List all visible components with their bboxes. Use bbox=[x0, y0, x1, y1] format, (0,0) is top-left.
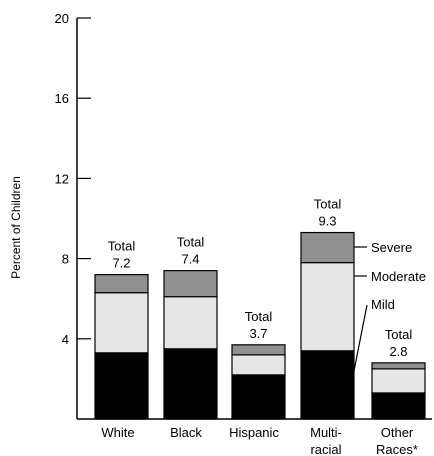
bar-segment-moderate bbox=[163, 296, 218, 350]
y-tick-label: 16 bbox=[55, 91, 69, 106]
bar-segment-moderate bbox=[371, 368, 426, 394]
y-tick-label: 4 bbox=[62, 332, 69, 347]
legend: Severe Moderate Mild bbox=[353, 240, 426, 371]
total-value: 7.2 bbox=[112, 256, 130, 271]
bar-segment-severe bbox=[371, 362, 426, 370]
bar-segment-mild bbox=[371, 392, 426, 420]
total-label: Total bbox=[177, 235, 205, 250]
bar-segment-mild bbox=[231, 374, 286, 420]
total-label: Total bbox=[108, 239, 136, 254]
total-value: 3.7 bbox=[249, 326, 267, 341]
labels: Total 7.2 Total 7.4 Total 3.7 Total 9.3 Total 2.8… bbox=[101, 197, 418, 456]
category-label: Other bbox=[381, 425, 414, 440]
total-label: Total bbox=[245, 309, 273, 324]
axes: 4 8 12 16 20 Percent of Children bbox=[9, 11, 432, 420]
category-label: Multi- bbox=[310, 425, 342, 440]
bar-segment-moderate bbox=[300, 262, 355, 352]
bars bbox=[94, 231, 426, 420]
bar-segment-moderate bbox=[231, 354, 286, 376]
bar-segment-severe bbox=[163, 270, 218, 298]
total-label: Total bbox=[314, 197, 342, 212]
total-value: 2.8 bbox=[389, 344, 407, 359]
y-tick-label: 12 bbox=[55, 171, 69, 186]
legend-label-moderate: Moderate bbox=[371, 269, 426, 284]
legend-leader-mild bbox=[353, 304, 368, 371]
bar-segment-mild bbox=[163, 348, 218, 420]
y-axis-title: Percent of Children bbox=[9, 176, 23, 279]
bar-segment-mild bbox=[94, 352, 149, 420]
y-tick-label: 20 bbox=[55, 11, 69, 26]
total-value: 7.4 bbox=[181, 252, 199, 267]
total-label: Total bbox=[385, 327, 413, 342]
category-label: Hispanic bbox=[229, 425, 279, 440]
category-label: Races* bbox=[376, 442, 418, 456]
bar-segment-severe bbox=[300, 231, 355, 264]
category-label: White bbox=[101, 425, 134, 440]
legend-label-severe: Severe bbox=[371, 240, 412, 255]
bar-segment-mild bbox=[300, 350, 355, 420]
category-label: Black bbox=[170, 425, 202, 440]
bar-segment-severe bbox=[231, 344, 286, 356]
bar-segment-moderate bbox=[94, 292, 149, 354]
bar-segment-severe bbox=[94, 274, 149, 294]
legend-label-mild: Mild bbox=[371, 297, 395, 312]
y-tick-label: 8 bbox=[62, 252, 69, 267]
total-value: 9.3 bbox=[318, 214, 336, 229]
category-label: racial bbox=[310, 442, 341, 456]
